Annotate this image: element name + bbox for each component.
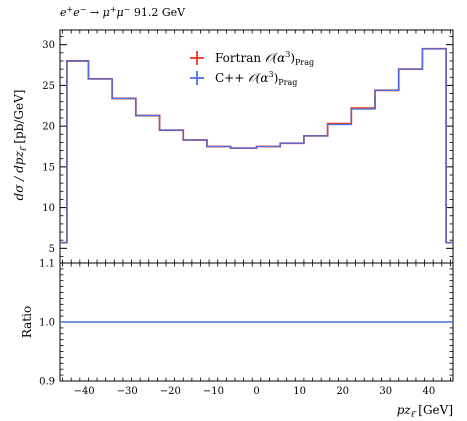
x-tick-label: 0 — [253, 386, 259, 397]
x-tick-label: −20 — [160, 386, 181, 397]
legend: Fortran 𝒪(α3)Prag C++ 𝒪(α3)Prag — [190, 50, 314, 87]
legend-label: C++ 𝒪(α3)Prag — [215, 70, 297, 87]
x-tick-label: −40 — [74, 386, 95, 397]
ratio-y-tick-label: 0.9 — [39, 377, 55, 388]
legend-entry-cpp: C++ 𝒪(α3)Prag — [190, 70, 297, 87]
y-tick-label: 10 — [42, 203, 55, 214]
plot-title: e+e− → μ+μ− 91.2 GeV — [60, 5, 186, 19]
x-tick-label: 30 — [379, 386, 392, 397]
ratio-y-tick-label: 1.1 — [39, 259, 55, 270]
ratio-y-axis-title: Ratio — [20, 306, 34, 338]
x-tick-label: −10 — [203, 386, 224, 397]
legend-label: Fortran 𝒪(α3)Prag — [215, 50, 314, 67]
x-axis-title: pzℓ̄ [GeV] — [397, 403, 453, 420]
series-line-cpp — [60, 48, 453, 244]
main-ticks: 5 10 15 20 25 30 — [42, 30, 453, 263]
x-tick-label: 20 — [336, 386, 349, 397]
main-panel: 5 10 15 20 25 30 — [42, 29, 454, 264]
y-tick-label: 25 — [42, 81, 55, 92]
ratio-ticks: 0.9 1.0 1.1 −40 −30 −20 −10 0 10 20 30 40 — [39, 259, 453, 397]
y-tick-label: 5 — [49, 244, 55, 255]
legend-entry-fortran: Fortran 𝒪(α3)Prag — [190, 50, 314, 67]
y-tick-label: 20 — [42, 122, 55, 133]
x-tick-label: 10 — [293, 386, 306, 397]
ratio-panel: 0.9 1.0 1.1 −40 −30 −20 −10 0 10 20 30 40 — [39, 259, 454, 397]
main-series — [60, 47, 453, 244]
ratio-y-tick-label: 1.0 — [39, 318, 55, 329]
y-tick-label: 30 — [42, 40, 55, 51]
y-tick-label: 15 — [42, 162, 55, 173]
x-tick-label: 40 — [423, 386, 436, 397]
x-tick-label: −30 — [117, 386, 138, 397]
y-axis-title: dσ / dpzℓ̄ [pb/GeV] — [12, 90, 29, 201]
